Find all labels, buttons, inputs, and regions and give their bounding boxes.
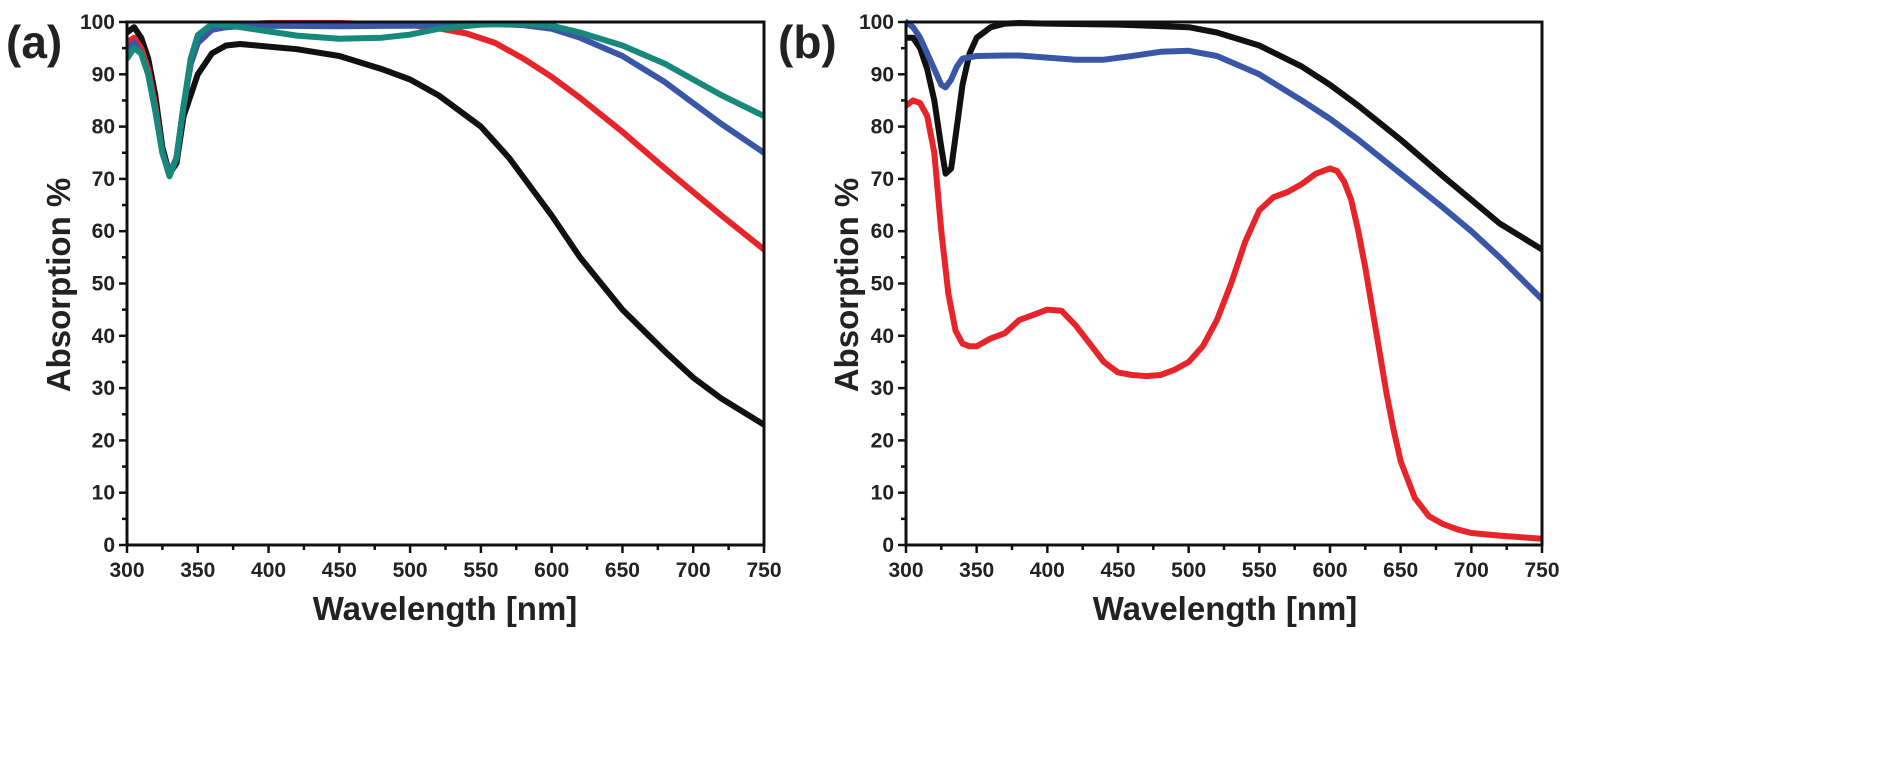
panel-a-x-tick-label: 350 [180, 559, 215, 582]
panel-a-y-tick-label: 70 [92, 168, 115, 191]
panel-b: (b) Absorption % Wavelength [nm] 300 350 4… [778, 11, 1560, 627]
panel-a-x-tick-label: 450 [322, 559, 357, 582]
panel-b-x-tick-label: 650 [1383, 559, 1418, 582]
panel-a-x-tick-label: 400 [251, 559, 286, 582]
panel-a-y-tick-label: 0 [103, 534, 115, 557]
panel-a-y-tick-label: 10 [92, 482, 115, 505]
panel-a-plot-area: 300 350 400 450 500 550 600 650 700 750 0 10 20 30 40 5… [80, 11, 782, 582]
panel-b-x-tick-label: 400 [1030, 559, 1065, 582]
panel-b-y-tick-label: 100 [859, 11, 894, 34]
panel-b-y-tick-label: 90 [871, 63, 894, 86]
panel-a-y-tick-label: 100 [80, 11, 115, 34]
panel-a: (a) Absorption % Wavelength [nm] 300 350 4… [6, 11, 782, 627]
panel-b-x-tick-label: 700 [1454, 559, 1489, 582]
panel-b-x-tick-label: 350 [959, 559, 994, 582]
panel-a-y-tick-label: 60 [92, 220, 115, 243]
panel-a-x-tick-label: 650 [605, 559, 640, 582]
panel-b-y-tick-label: 10 [871, 482, 894, 505]
panel-a-x-tick-label: 700 [676, 559, 711, 582]
panel-b-x-tick-label: 600 [1312, 559, 1347, 582]
panel-b-y-tick-label: 0 [882, 534, 894, 557]
panel-b-x-tick-label: 550 [1242, 559, 1277, 582]
panel-b-y-tick-label: 30 [871, 377, 894, 400]
panel-b-series-blue-line [906, 19, 1542, 303]
panel-a-series-teal-line [127, 20, 764, 180]
panel-b-plot-area: 300 350 400 450 500 550 600 650 700 750 0 10 20 30 40 5… [859, 11, 1560, 582]
panel-a-x-tick-label: 600 [534, 559, 569, 582]
panel-a-x-tick-label: 750 [746, 559, 781, 582]
panel-b-series-group [906, 19, 1542, 542]
panel-a-y-axis-title: Absorption % [40, 178, 77, 392]
panel-b-y-tick-label: 60 [871, 220, 894, 243]
panel-a-y-tick-label: 80 [92, 116, 115, 139]
panel-a-label: (a) [6, 16, 62, 68]
panel-b-series-red-line [906, 97, 1542, 542]
panel-b-y-axis-title: Absorption % [828, 178, 865, 392]
panel-a-x-tick-label: 550 [463, 559, 498, 582]
panel-b-x-axis-title: Wavelength [nm] [1093, 590, 1358, 627]
panel-a-series-red-line [127, 20, 764, 253]
panel-a-y-tick-label: 90 [92, 63, 115, 86]
panel-b-x-tick-label: 750 [1524, 559, 1559, 582]
panel-b-y-tick-label: 70 [871, 168, 894, 191]
panel-a-y-tick-label: 20 [92, 429, 115, 452]
panel-b-x-tick-label: 500 [1171, 559, 1206, 582]
panel-b-y-tick-label: 80 [871, 116, 894, 139]
panel-b-y-tick-label: 20 [871, 429, 894, 452]
panel-a-x-tick-label: 300 [109, 559, 144, 582]
panel-a-x-tick-label: 500 [393, 559, 428, 582]
panel-a-series-group [127, 20, 764, 428]
panel-b-x-tick-label: 450 [1100, 559, 1135, 582]
panel-b-frame [904, 20, 1544, 547]
panel-a-x-axis-title: Wavelength [nm] [313, 590, 578, 627]
panel-a-y-tick-label: 40 [92, 325, 115, 348]
panel-b-y-tick-label: 50 [871, 273, 894, 296]
panel-b-x-tick-label: 300 [888, 559, 923, 582]
panel-b-label: (b) [778, 16, 837, 68]
panel-a-y-tick-label: 50 [92, 273, 115, 296]
panel-b-y-tick-label: 40 [871, 325, 894, 348]
panel-a-y-tick-label: 30 [92, 377, 115, 400]
